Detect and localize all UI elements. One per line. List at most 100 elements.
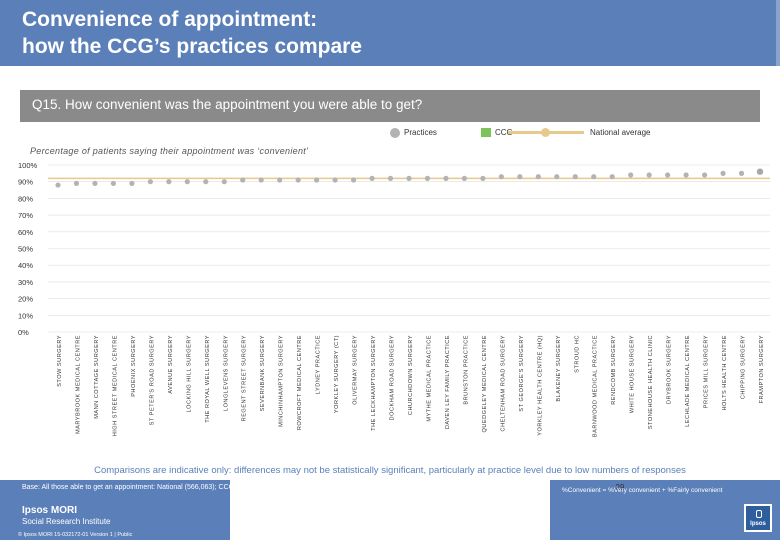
base-note: Base: All those able to get an appointme… xyxy=(22,484,375,491)
category-label: YORKLEY HEALTH CENTRE (HQ) xyxy=(537,335,543,436)
y-tick-label: 70% xyxy=(18,211,33,220)
category-label: MYTHE MEDICAL PRACTICE xyxy=(426,335,432,422)
practice-point xyxy=(701,172,708,178)
category-label: CHELTENHAM ROAD SURGERY xyxy=(500,335,506,431)
practice-point xyxy=(92,180,98,186)
practice-point xyxy=(517,174,523,180)
practice-point xyxy=(314,177,320,183)
practice-point xyxy=(221,179,227,185)
y-tick-label: 90% xyxy=(18,178,33,187)
practice-point xyxy=(258,177,264,183)
practice-point xyxy=(756,168,764,175)
practice-point xyxy=(665,172,671,178)
practice-point xyxy=(628,172,634,178)
category-label: DOCKHAM ROAD SURGERY xyxy=(390,335,396,420)
category-label: CHIPPING SURGERY xyxy=(741,335,747,399)
practice-point xyxy=(387,175,394,181)
practice-dot-icon xyxy=(390,128,400,138)
y-tick-label: 50% xyxy=(18,245,33,254)
practice-point xyxy=(147,179,153,185)
practice-point xyxy=(738,170,745,176)
practice-point xyxy=(443,175,449,181)
y-tick-label: 80% xyxy=(18,194,33,203)
ipsos-mori-logo: Ipsos MORI Social Research Institute xyxy=(22,505,111,527)
practice-point xyxy=(332,177,338,183)
category-label: HOLTS HEALTH CENTRE xyxy=(722,335,728,411)
footer-band: 29 Base: All those able to get an appoin… xyxy=(0,480,780,540)
category-label: HIGH STREET MEDICAL CENTRE xyxy=(112,335,118,436)
question-band: Q15. How convenient was the appointment … xyxy=(20,90,760,122)
practice-point xyxy=(720,170,726,176)
category-label: STOW SURGERY xyxy=(57,335,63,387)
category-label: PRICES MILL SURGERY xyxy=(704,335,710,408)
y-tick-label: 20% xyxy=(18,295,33,304)
practice-point xyxy=(646,172,652,178)
ccg-square-icon xyxy=(481,128,491,138)
legend-national: National average xyxy=(508,128,651,138)
category-label: ST GEORGE'S SURGERY xyxy=(519,335,525,412)
question-text: Q15. How convenient was the appointment … xyxy=(32,97,423,112)
page-number: 29 xyxy=(615,483,625,492)
category-label: BRUNSTON PRACTICE xyxy=(463,335,469,405)
logo-subtitle: Social Research Institute xyxy=(22,517,111,526)
practice-point xyxy=(240,177,246,183)
category-label: STROUD HC xyxy=(574,335,580,373)
category-label: MARYBROOK MEDICAL CENTRE xyxy=(75,335,81,434)
category-label: ST PETER'S ROAD SURGERY xyxy=(149,335,155,425)
practice-point xyxy=(350,177,357,183)
category-label: MANN COTTAGE SURGERY xyxy=(94,335,100,419)
practice-point xyxy=(609,174,615,180)
practice-point xyxy=(591,174,597,180)
practice-point xyxy=(129,180,135,186)
practice-point xyxy=(554,174,560,180)
practice-point xyxy=(461,175,468,181)
practice-point xyxy=(73,180,80,186)
category-label: LECHLADE MEDICAL CENTRE xyxy=(685,335,691,427)
y-tick-label: 40% xyxy=(18,261,33,270)
chart-subtitle: Percentage of patients saying their appo… xyxy=(30,146,309,156)
practice-point xyxy=(110,180,117,186)
legend-practices: Practices xyxy=(390,128,437,138)
category-label: DAVEN LEY FAMILY PRACTICE xyxy=(445,335,451,429)
category-label: DRYBROOK SURGERY xyxy=(667,335,673,404)
national-line-icon xyxy=(508,128,584,138)
category-label: REGENT STREET SURGERY xyxy=(242,335,248,421)
category-label: ROWCROFT MEDICAL CENTRE xyxy=(297,335,303,430)
caveat-text: Comparisons are indicative only: differe… xyxy=(94,465,686,476)
legend-practices-label: Practices xyxy=(404,128,437,138)
convenient-definition: %Convenient = %Very convenient + %Fairly… xyxy=(562,487,723,494)
practice-point xyxy=(55,182,61,188)
category-label: QUEDGELEY MEDICAL CENTRE xyxy=(482,335,488,432)
category-label: LYDNEY PRACTICE xyxy=(316,335,322,394)
practice-point xyxy=(406,175,412,181)
practice-point xyxy=(498,174,504,180)
ipsos-mark-icon xyxy=(756,510,762,518)
y-tick-label: 0% xyxy=(18,328,29,337)
practice-point xyxy=(166,179,172,185)
legend-national-label: National average xyxy=(590,128,651,137)
practice-point xyxy=(480,175,486,181)
ipsos-badge-label: Ipsos xyxy=(750,521,766,527)
category-label: MINCHINHAMPTON SURGERY xyxy=(279,335,285,427)
y-tick-label: 100% xyxy=(18,161,38,170)
category-label: AVENUE SURGERY xyxy=(168,335,174,394)
legend-ccg-label: CCG xyxy=(495,128,513,137)
category-label: WHITE HOUSE SURGERY xyxy=(630,335,636,413)
practice-point xyxy=(572,174,578,180)
category-label: STONEHOUSE HEALTH CLINIC xyxy=(648,335,654,429)
y-tick-label: 10% xyxy=(18,311,33,320)
header-accent xyxy=(776,0,780,66)
practice-point xyxy=(535,174,541,180)
category-label: YORKLEY SURGERY (CT) xyxy=(334,335,340,413)
practice-point xyxy=(683,172,689,178)
category-label: PHOENIX SURGERY xyxy=(131,335,137,397)
category-label: RENDCOMB SURGERY xyxy=(611,335,617,405)
page-title: Convenience of appointment: how the CCG’… xyxy=(22,8,362,58)
category-label: BARNWOOD MEDICAL PRACTICE xyxy=(593,335,599,437)
legend-ccg: CCG xyxy=(481,128,513,138)
y-tick-label: 30% xyxy=(18,278,33,287)
category-label: FRAMPTON SURGERY xyxy=(759,335,765,403)
category-label: SEVERNBANK SURGERY xyxy=(260,335,266,411)
practice-point xyxy=(424,175,431,181)
convenience-chart: 0% 10% 20% 30% 40% 50% 60% 70% 80% 90% 100% STOW SU… xyxy=(18,161,770,437)
